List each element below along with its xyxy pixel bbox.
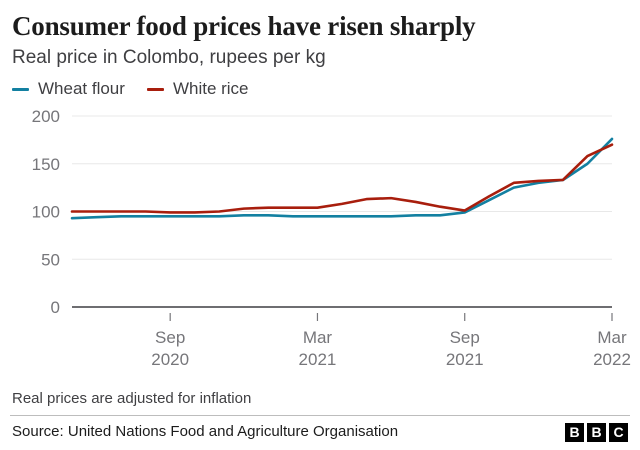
chart-legend: Wheat flour White rice xyxy=(12,79,628,99)
x-tick-label-month: Mar xyxy=(303,328,333,347)
source-text: Source: United Nations Food and Agricult… xyxy=(12,423,399,440)
bbc-logo: B B C xyxy=(565,422,628,442)
y-tick-label: 150 xyxy=(32,155,60,174)
plot-area: 0 50 100 150 200 Sep 2020 Mar 2021 Sep 2021 Mar 202… xyxy=(0,105,640,380)
line-dash-icon xyxy=(146,87,164,91)
chart-subtitle: Real price in Colombo, rupees per kg xyxy=(12,47,326,68)
series-line-white-rice xyxy=(70,143,614,214)
x-tick-label-month: Sep xyxy=(155,328,185,347)
chart-header: Consumer food prices have risen sharply … xyxy=(0,0,640,99)
x-tick-label-year: 2021 xyxy=(299,350,337,369)
bbc-logo-letter: B xyxy=(565,422,584,442)
y-tick-label: 100 xyxy=(32,203,60,222)
divider xyxy=(10,415,630,416)
x-axis-labels: Sep 2020 Mar 2021 Sep 2021 Mar 2022 xyxy=(151,328,631,369)
y-axis-labels: 0 50 100 150 200 xyxy=(32,107,60,317)
chart-title: Consumer food prices have risen sharply xyxy=(12,11,476,41)
x-axis-ticks xyxy=(169,313,613,321)
x-tick-label-month: Mar xyxy=(597,328,627,347)
bbc-logo-letter: C xyxy=(609,422,628,442)
line-chart-svg: 0 50 100 150 200 Sep 2020 Mar 2021 Sep 2021 Mar 202… xyxy=(32,107,631,369)
bbc-logo-letter: B xyxy=(587,422,606,442)
legend-label: White rice xyxy=(172,79,249,98)
y-tick-label: 0 xyxy=(51,298,60,317)
series-lines xyxy=(70,137,614,220)
chart-footer: Real prices are adjusted for inflation S… xyxy=(0,389,640,450)
x-tick-label-year: 2020 xyxy=(151,350,189,369)
line-dash-icon xyxy=(12,87,29,91)
x-tick-label-month: Sep xyxy=(450,328,480,347)
x-tick-label-year: 2021 xyxy=(446,350,484,369)
y-tick-label: 200 xyxy=(32,107,60,126)
legend-item-white-rice[interactable]: White rice xyxy=(146,79,249,99)
x-tick-label-year: 2022 xyxy=(593,350,631,369)
legend-label: Wheat flour xyxy=(38,79,125,98)
legend-item-wheat-flour[interactable]: Wheat flour xyxy=(12,79,125,99)
y-tick-label: 50 xyxy=(41,250,60,269)
footnote: Real prices are adjusted for inflation xyxy=(12,390,252,407)
series-line-wheat-flour xyxy=(70,137,614,220)
source-row: Source: United Nations Food and Agricult… xyxy=(0,416,640,450)
